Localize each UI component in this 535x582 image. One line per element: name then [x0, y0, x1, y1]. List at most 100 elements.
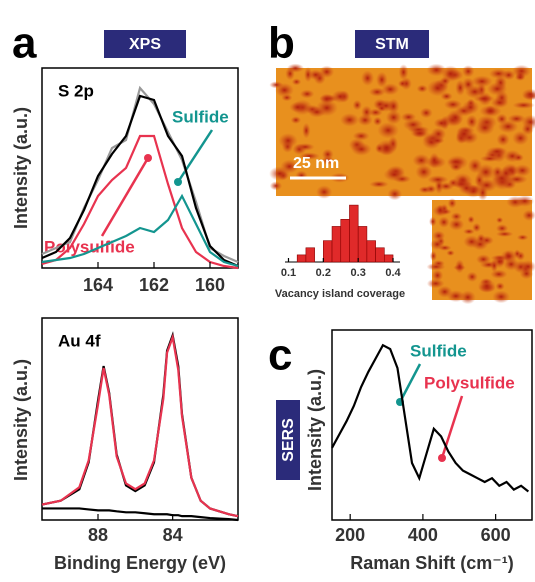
bar: [349, 204, 359, 263]
y-axis-label: Intensity (a.u.): [11, 107, 31, 229]
texture-spot: [485, 146, 508, 157]
x-tick-label: 84: [163, 525, 183, 545]
x-tick-label: 0.2: [316, 267, 331, 279]
texture-spot: [433, 117, 450, 129]
texture-spot: [493, 255, 506, 269]
texture-spot: [513, 153, 524, 162]
pointer-dot: [144, 154, 152, 162]
texture-spot: [432, 230, 446, 242]
x-tick-label: 160: [195, 275, 225, 295]
texture-spot: [463, 235, 481, 249]
texture-spot: [307, 106, 326, 118]
texture-spot: [428, 152, 440, 169]
texture-spot: [383, 167, 406, 182]
x-tick-label: 0.3: [351, 267, 366, 279]
texture-spot: [477, 279, 496, 293]
bar: [384, 254, 394, 263]
texture-spot: [455, 126, 473, 141]
texture-spot: [269, 181, 283, 191]
texture-spot: [426, 278, 445, 289]
texture-spot: [381, 83, 400, 96]
x-tick-label: 162: [139, 275, 169, 295]
texture-spot: [418, 186, 432, 194]
texture-spot: [489, 68, 509, 79]
x-axis-label: Raman Shift (cm⁻¹): [350, 553, 514, 573]
texture-spot: [447, 198, 457, 209]
texture-spot: [430, 238, 445, 250]
texture-spot: [278, 133, 298, 149]
texture-spot: [321, 148, 334, 161]
texture-spot: [376, 71, 388, 88]
texture-spot: [437, 285, 453, 298]
series-line: [41, 94, 239, 268]
texture-spot: [455, 79, 466, 96]
texture-spot: [431, 269, 444, 282]
texture-spot: [429, 250, 438, 262]
texture-spot: [387, 98, 400, 115]
x-tick-label: 600: [481, 525, 511, 545]
texture-spot: [415, 164, 433, 180]
x-axis-label: Vacancy island coverage: [275, 288, 405, 300]
texture-spot: [512, 130, 529, 146]
texture-spot: [269, 166, 291, 181]
pointer: [100, 157, 150, 237]
texture-spot: [299, 152, 320, 160]
bar: [340, 219, 350, 263]
bar: [323, 240, 333, 263]
texture-spot: [476, 163, 496, 181]
pointer: [176, 129, 214, 183]
stm-image: [269, 63, 535, 201]
texture-spot: [295, 143, 315, 151]
texture-spot: [519, 268, 534, 280]
texture-spot: [275, 82, 294, 98]
texture-spot: [450, 212, 463, 221]
texture-spot: [505, 174, 528, 185]
x-tick-label: 0.4: [385, 267, 401, 279]
texture-spot: [487, 82, 508, 96]
bar: [331, 226, 342, 263]
texture-spot: [436, 204, 444, 216]
plot-frame: [41, 317, 239, 521]
badge-bg: [104, 30, 186, 58]
texture-spot: [377, 122, 400, 139]
badge: XPS: [129, 36, 161, 53]
stm-image: [426, 195, 535, 305]
plot-frame: [41, 67, 239, 269]
badge-bg: [276, 400, 300, 480]
texture-spot: [496, 113, 508, 125]
texture-spot: [289, 101, 307, 113]
texture-spot: [495, 282, 505, 291]
texture-spot: [302, 122, 311, 139]
texture-spot: [462, 100, 480, 115]
texture-spot: [426, 262, 446, 271]
texture-spot: [515, 195, 535, 207]
texture-spot: [426, 63, 447, 77]
texture-spot: [454, 259, 465, 274]
texture-spot: [299, 89, 315, 99]
texture-spot: [491, 165, 504, 179]
scale-label: 25 nm: [293, 155, 339, 172]
texture-spot: [398, 64, 409, 81]
plot-frame: [331, 329, 533, 521]
texture-spot: [419, 107, 433, 119]
texture-spot: [461, 65, 475, 78]
texture-spot: [458, 181, 475, 195]
texture-spot: [495, 216, 504, 224]
texture-spot: [495, 224, 509, 233]
texture-spot: [372, 116, 383, 126]
texture-spot: [291, 78, 302, 86]
x-tick-label: 400: [408, 525, 438, 545]
texture-spot: [360, 70, 375, 86]
texture-spot: [429, 216, 437, 227]
pointer-dot: [174, 178, 182, 186]
bar: [375, 247, 385, 263]
texture-spot: [446, 249, 455, 257]
texture-spot: [368, 87, 386, 97]
annotation: Au 4f: [58, 331, 101, 350]
x-tick-label: 164: [83, 275, 113, 295]
texture-spot: [463, 228, 475, 235]
texture-spot: [319, 93, 335, 105]
texture-spot: [361, 105, 373, 119]
panel-label: c: [268, 331, 292, 380]
